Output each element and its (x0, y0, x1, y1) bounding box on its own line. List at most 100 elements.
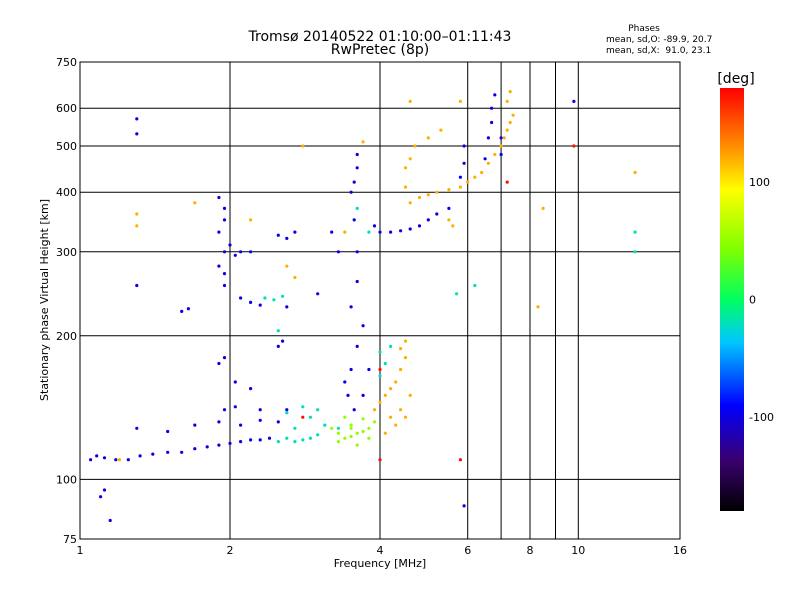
data-point (439, 128, 443, 132)
data-point (222, 218, 227, 222)
data-point (473, 175, 477, 179)
data-point (301, 144, 305, 148)
data-point (193, 423, 197, 427)
data-point (572, 144, 576, 148)
data-point (633, 230, 637, 234)
data-point (455, 292, 459, 296)
data-point (399, 229, 403, 233)
data-point (355, 152, 359, 157)
data-point (258, 438, 262, 442)
data-point (493, 152, 497, 157)
data-point (316, 433, 320, 437)
data-point (349, 423, 353, 427)
data-point (426, 136, 430, 140)
y-tick-label: 400 (56, 186, 77, 199)
x-tick-label: 2 (227, 544, 234, 557)
data-point (316, 408, 320, 412)
data-point (361, 429, 365, 434)
data-point (499, 144, 503, 148)
data-point (336, 250, 340, 254)
colorbar-label: [deg] (717, 71, 754, 87)
data-point (222, 356, 227, 360)
data-point (233, 253, 237, 257)
y-axis-label: Stationary phase Virtual Height [km] (38, 199, 51, 401)
data-point (222, 283, 227, 288)
data-point (249, 218, 253, 222)
data-point (205, 445, 209, 449)
data-point (228, 441, 232, 445)
data-point (276, 344, 280, 348)
data-point (249, 438, 253, 442)
data-point (355, 443, 359, 447)
data-point (403, 356, 408, 360)
data-point (399, 408, 403, 412)
data-point (367, 426, 371, 430)
data-point (217, 264, 221, 268)
data-point (355, 279, 359, 284)
data-point (276, 440, 280, 444)
data-point (499, 136, 503, 140)
y-tick-labels: 75 100 200 300 400 500 600 750 (56, 56, 77, 546)
data-point (361, 393, 365, 397)
data-point (399, 367, 403, 372)
data-point (135, 132, 139, 136)
data-point (367, 367, 371, 372)
data-point (486, 161, 490, 165)
data-point (138, 454, 142, 458)
colorbar-tick-label: 0 (749, 294, 756, 307)
x-axis-label: Frequency [MHz] (334, 557, 426, 570)
data-point (222, 206, 227, 210)
data-point (308, 436, 312, 440)
data-point (349, 426, 353, 430)
data-point (367, 230, 371, 234)
data-point (222, 408, 227, 412)
data-point (435, 212, 439, 216)
data-point (372, 420, 377, 424)
data-point (447, 218, 451, 222)
data-point (180, 309, 184, 313)
data-point (217, 420, 221, 424)
data-point (193, 201, 197, 205)
data-point (293, 230, 297, 234)
data-point (355, 206, 359, 210)
data-point (135, 426, 139, 430)
data-point (330, 426, 334, 430)
data-point (349, 434, 353, 439)
data-point (222, 272, 227, 276)
data-point (285, 411, 289, 415)
data-point (389, 387, 393, 391)
data-point (135, 117, 139, 121)
data-point (536, 305, 540, 309)
data-point (355, 431, 359, 435)
data-point (378, 230, 382, 234)
data-point (352, 218, 356, 222)
data-point (336, 440, 340, 444)
data-point (301, 405, 305, 409)
x-tick-label: 10 (571, 544, 585, 557)
data-point (417, 224, 422, 228)
data-point (285, 305, 289, 309)
data-point (99, 495, 103, 499)
data-point (378, 458, 382, 462)
data-point (102, 488, 107, 492)
data-point (361, 324, 365, 328)
data-point (408, 99, 412, 103)
data-point (403, 415, 408, 419)
y-tick-label: 750 (56, 56, 77, 69)
data-point (95, 454, 99, 458)
data-point (403, 185, 408, 189)
data-point (408, 201, 412, 205)
data-point (135, 212, 139, 216)
data-point (239, 423, 243, 427)
data-point (403, 339, 408, 343)
data-point (349, 367, 353, 372)
data-point (89, 458, 93, 462)
data-point (480, 170, 484, 175)
data-point (383, 361, 387, 366)
data-point (249, 250, 253, 254)
data-point (330, 230, 334, 234)
data-point (217, 230, 221, 234)
data-point (258, 408, 262, 412)
data-point (272, 298, 276, 302)
